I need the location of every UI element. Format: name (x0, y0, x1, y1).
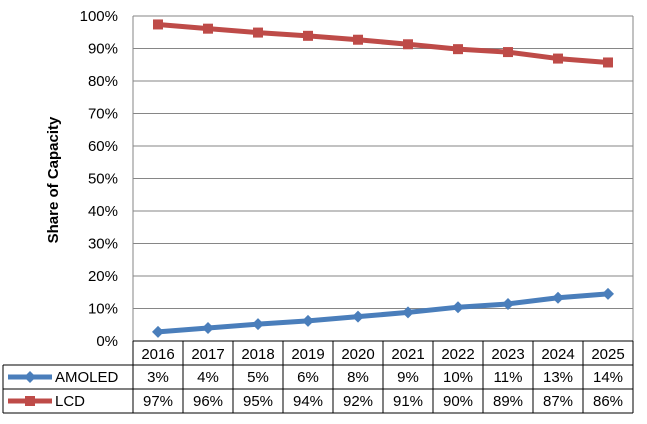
data-label: 8% (347, 369, 369, 386)
y-tick-label: 0% (96, 333, 118, 350)
x-tick-label: 2025 (591, 346, 624, 363)
y-tick-labels: 0% 10% 20% 30% 40% 50% 60% 70% 80% 90% 100% (80, 8, 118, 350)
x-tick-label: 2020 (341, 346, 374, 363)
data-point (452, 301, 464, 314)
data-table: 2016 2017 2018 2019 2020 2021 2022 2023 2024 2025… (2, 340, 634, 414)
series-line (157, 291, 609, 335)
y-tick-label: 30% (88, 236, 118, 253)
data-point (302, 314, 314, 327)
data-point (203, 23, 213, 34)
data-point (152, 325, 164, 338)
data-label: 9% (397, 369, 419, 386)
data-point (552, 291, 564, 304)
data-point (202, 322, 214, 334)
y-tick-label: 20% (88, 268, 118, 285)
data-label: 92% (343, 393, 373, 410)
y-tick-label: 40% (88, 203, 118, 220)
data-point (453, 44, 463, 55)
axes (132, 16, 634, 341)
legend-label: AMOLED (55, 369, 119, 386)
x-tick-label: 2024 (541, 346, 574, 363)
data-point (403, 39, 413, 50)
data-label: 11% (494, 369, 523, 386)
data-label: 10% (443, 369, 473, 386)
y-tick-label: 90% (88, 41, 118, 58)
data-point (602, 287, 614, 300)
data-point (252, 318, 264, 331)
series (152, 19, 614, 338)
data-label: 86% (593, 393, 623, 410)
data-point (603, 57, 613, 68)
data-label: 90% (443, 393, 473, 410)
legend-label: LCD (55, 393, 85, 410)
data-label: 5% (247, 369, 269, 386)
y-tick-label: 100% (80, 8, 118, 25)
legend-marker (24, 371, 36, 383)
data-point (253, 27, 263, 38)
y-tick-label: 10% (88, 301, 118, 318)
data-point (402, 306, 414, 319)
data-label: 94% (293, 393, 323, 410)
data-label: 91% (393, 393, 423, 410)
data-label: 95% (243, 393, 273, 410)
x-tick-label: 2022 (441, 346, 474, 363)
data-label: 6% (297, 369, 319, 386)
x-tick-label: 2018 (241, 346, 274, 363)
legend-marker (25, 396, 35, 406)
y-tick-label: 70% (88, 106, 118, 123)
data-label: 96% (193, 393, 223, 410)
data-point (353, 34, 363, 45)
data-point (553, 53, 563, 64)
x-tick-label: 2021 (391, 346, 424, 363)
data-point (153, 19, 163, 30)
data-point (303, 30, 313, 41)
y-tick-label: 60% (88, 138, 118, 155)
y-tick-label: 50% (88, 171, 118, 188)
data-point (502, 297, 514, 310)
data-label: 3% (147, 369, 169, 386)
data-point (503, 47, 513, 58)
data-label: 89% (493, 393, 523, 410)
x-tick-label: 2019 (291, 346, 324, 363)
data-point (352, 310, 364, 323)
x-tick-label: 2017 (191, 346, 224, 363)
x-tick-label: 2023 (491, 346, 524, 363)
data-label: 14% (593, 369, 623, 386)
y-axis-title: Share of Capacity (45, 116, 62, 243)
data-label: 13% (543, 369, 573, 386)
data-label: 4% (197, 369, 219, 386)
data-label: 97% (143, 393, 173, 410)
x-tick-label: 2016 (141, 346, 174, 363)
y-tick-label: 80% (88, 73, 118, 90)
data-label: 87% (543, 393, 573, 410)
series-line (157, 21, 609, 65)
gridlines (133, 15, 633, 309)
